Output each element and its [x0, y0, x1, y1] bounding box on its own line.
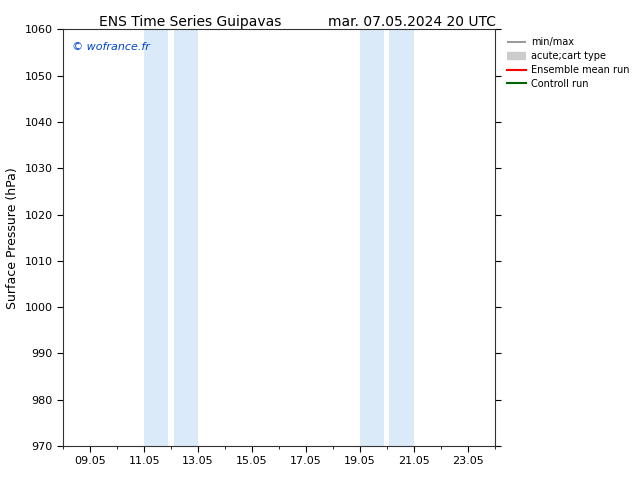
Text: mar. 07.05.2024 20 UTC: mar. 07.05.2024 20 UTC: [328, 15, 496, 29]
Text: © wofrance.fr: © wofrance.fr: [72, 42, 150, 52]
Bar: [389, 29, 413, 446]
Bar: [359, 29, 384, 446]
Legend: min/max, acute;cart type, Ensemble mean run, Controll run: min/max, acute;cart type, Ensemble mean …: [503, 34, 632, 92]
Text: ENS Time Series Guipavas: ENS Time Series Guipavas: [99, 15, 281, 29]
Y-axis label: Surface Pressure (hPa): Surface Pressure (hPa): [6, 167, 19, 309]
Bar: [145, 29, 169, 446]
Bar: [174, 29, 198, 446]
